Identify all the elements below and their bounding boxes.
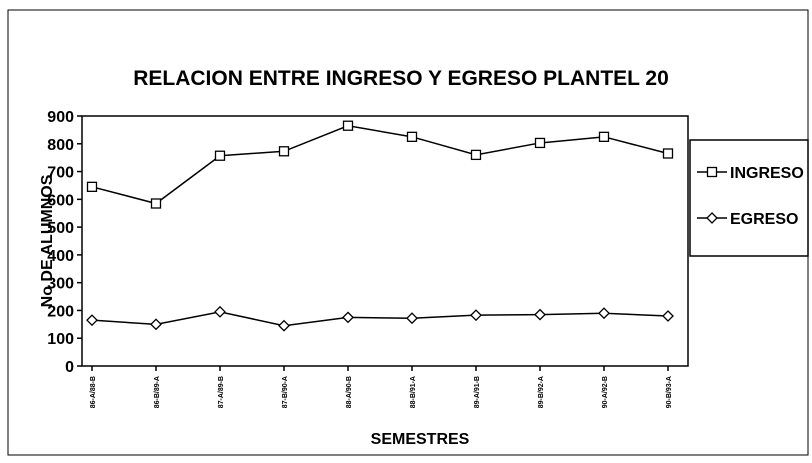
data-point bbox=[598, 131, 610, 142]
y-axis-label: No DE ALUMNOS bbox=[39, 174, 56, 307]
x-tick-label: 89-A/91-B bbox=[474, 376, 481, 408]
data-point bbox=[214, 305, 226, 318]
y-tick-label: 0 bbox=[65, 359, 74, 376]
legend-box bbox=[689, 139, 809, 257]
x-axis-label: SEMESTRES bbox=[371, 431, 470, 448]
y-tick-label: 200 bbox=[47, 303, 74, 320]
data-point bbox=[342, 311, 354, 324]
data-point bbox=[470, 149, 482, 161]
data-point bbox=[86, 314, 98, 327]
data-point bbox=[406, 312, 418, 325]
data-point bbox=[214, 150, 226, 161]
x-tick-label: 88-A/90-B bbox=[346, 376, 353, 408]
data-point bbox=[662, 310, 674, 322]
plot-frame bbox=[81, 115, 689, 367]
y-tick-label: 400 bbox=[47, 248, 74, 265]
x-tick-label: 90-B/93-A bbox=[666, 376, 673, 408]
data-point bbox=[598, 307, 610, 320]
y-tick-label: 600 bbox=[47, 192, 74, 209]
x-tick-label: 89-B/92-A bbox=[538, 376, 545, 408]
x-tick-label: 88-B/91-A bbox=[410, 376, 417, 408]
x-tick-label: 90-A/92-B bbox=[602, 376, 609, 408]
y-tick-label: 300 bbox=[47, 276, 74, 293]
data-point bbox=[662, 148, 674, 159]
data-point bbox=[86, 181, 98, 192]
chart-title: RELACION ENTRE INGRESO Y EGRESO PLANTEL … bbox=[133, 67, 669, 90]
data-point bbox=[150, 198, 162, 209]
data-point bbox=[470, 309, 482, 322]
series-line bbox=[91, 311, 669, 327]
data-point bbox=[278, 319, 290, 332]
x-tick-label: 87-B/90-A bbox=[282, 376, 289, 408]
data-point bbox=[534, 308, 546, 321]
legend-marker bbox=[706, 212, 718, 224]
x-tick-label: 87-A/89-B bbox=[218, 376, 225, 408]
data-point bbox=[150, 318, 162, 331]
data-point bbox=[406, 131, 418, 142]
data-point bbox=[534, 137, 546, 149]
legend-marker bbox=[706, 166, 718, 178]
y-tick-label: 100 bbox=[47, 331, 74, 348]
y-tick-label: 700 bbox=[47, 165, 74, 182]
y-tick-label: 900 bbox=[47, 109, 74, 126]
legend-label: EGRESO bbox=[730, 211, 798, 228]
legend-label: INGRESO bbox=[730, 165, 804, 182]
series-line bbox=[91, 124, 669, 205]
x-tick-label: 86-A/88-B bbox=[90, 376, 97, 408]
y-tick-label: 500 bbox=[47, 220, 74, 237]
data-point bbox=[342, 120, 354, 131]
data-point bbox=[278, 146, 290, 157]
x-tick-label: 86-B/89-A bbox=[154, 376, 161, 408]
y-tick-label: 800 bbox=[47, 137, 74, 154]
